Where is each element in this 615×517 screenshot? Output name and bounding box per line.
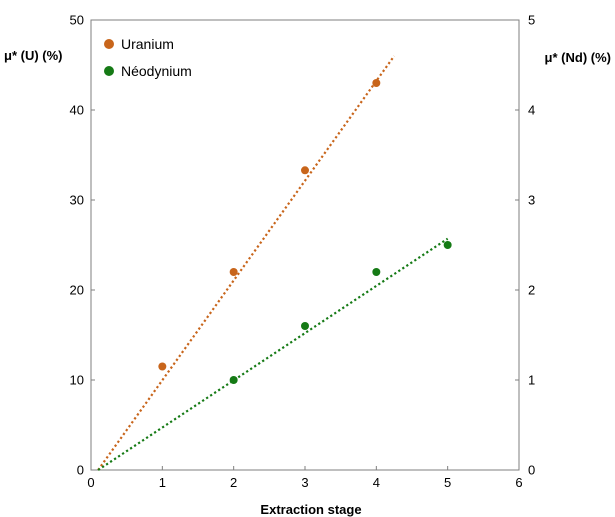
legend: Uranium Néodynium bbox=[104, 36, 192, 79]
point-n-odynium bbox=[301, 322, 309, 330]
x-tick-label: 5 bbox=[444, 475, 451, 490]
y-right-tick-label: 3 bbox=[528, 193, 535, 208]
legend-marker-uranium bbox=[104, 39, 114, 49]
y-axis-left-title: μ* (U) (%) bbox=[4, 48, 63, 63]
y-right-tick-label: 2 bbox=[528, 283, 535, 298]
y-left-tick-label: 50 bbox=[70, 13, 84, 28]
legend-label-uranium: Uranium bbox=[121, 36, 174, 52]
y-right-tick-label: 4 bbox=[528, 103, 535, 118]
y-axis-right-title: μ* (Nd) (%) bbox=[545, 50, 611, 65]
point-n-odynium bbox=[229, 376, 238, 384]
y-left-tick-label: 10 bbox=[70, 373, 84, 388]
x-tick-label: 0 bbox=[87, 475, 94, 490]
trendline-uranium bbox=[97, 55, 396, 471]
point-uranium bbox=[158, 362, 167, 371]
plot-frame bbox=[90, 19, 520, 471]
x-tick-label: 3 bbox=[301, 475, 308, 490]
y-left-tick-label: 0 bbox=[77, 463, 84, 478]
point-n-odynium bbox=[443, 241, 452, 249]
x-tick-label: 6 bbox=[515, 475, 522, 490]
x-axis-title: Extraction stage bbox=[260, 502, 361, 517]
point-n-odynium bbox=[372, 268, 381, 276]
point-uranium bbox=[372, 79, 381, 87]
y-right-tick-label: 0 bbox=[528, 463, 535, 478]
y-right-tick-label: 5 bbox=[528, 13, 535, 28]
x-tick-label: 1 bbox=[159, 475, 166, 490]
x-tick-label: 4 bbox=[373, 475, 380, 490]
trendline-n-odynium bbox=[97, 237, 449, 471]
legend-label-neodynium: Néodynium bbox=[121, 63, 192, 79]
legend-marker-neodynium bbox=[104, 66, 114, 76]
data-points bbox=[158, 79, 452, 384]
point-uranium bbox=[229, 268, 238, 276]
y-left-tick-label: 30 bbox=[70, 193, 84, 208]
point-uranium bbox=[301, 166, 309, 175]
y-right-tick-label: 1 bbox=[528, 373, 535, 388]
y-left-tick-label: 40 bbox=[70, 103, 84, 118]
y-left-tick-label: 20 bbox=[70, 283, 84, 298]
x-tick-label: 2 bbox=[230, 475, 237, 490]
trendlines bbox=[97, 55, 449, 471]
